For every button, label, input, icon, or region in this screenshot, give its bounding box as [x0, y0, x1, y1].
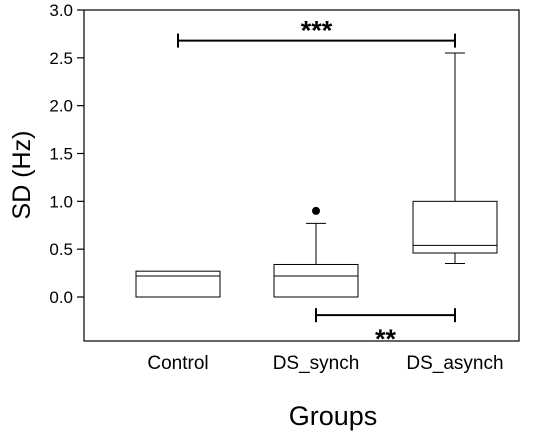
box-iqr [135, 270, 221, 298]
plot-frame [83, 9, 520, 342]
x-axis-title: Groups [289, 401, 378, 431]
y-tick-label: 2.5 [49, 49, 73, 68]
box-iqr [273, 263, 359, 298]
box-control [135, 270, 221, 298]
y-tick-label: 3.0 [49, 1, 73, 20]
y-tick-label: 1.5 [49, 145, 73, 164]
box-ds-synch [273, 206, 359, 298]
significance-bracket: ** [315, 308, 456, 354]
x-tick-label: Control [147, 353, 208, 374]
y-axis-title: SD (Hz) [8, 131, 36, 220]
box-ds-asynch [412, 52, 498, 265]
outlier-point [312, 206, 320, 215]
significance-label: ** [375, 324, 397, 354]
y-tick-label: 2.0 [49, 97, 73, 116]
box-iqr [412, 200, 498, 254]
y-axis: 0.0 0.5 1.0 1.5 2.0 2.5 3.0 [49, 1, 84, 307]
y-tick-label: 1.0 [49, 192, 73, 211]
significance-bracket: *** [177, 16, 456, 48]
y-tick-label: 0.5 [49, 240, 73, 259]
x-tick-label: DS_asynch [406, 353, 503, 374]
significance-brackets: ***** [177, 16, 456, 354]
boxes [135, 52, 498, 298]
y-tick-label: 0.0 [49, 288, 73, 307]
x-tick-label: DS_synch [273, 353, 360, 374]
significance-label: *** [301, 16, 333, 46]
x-axis: Control DS_synch DS_asynch [147, 353, 503, 374]
